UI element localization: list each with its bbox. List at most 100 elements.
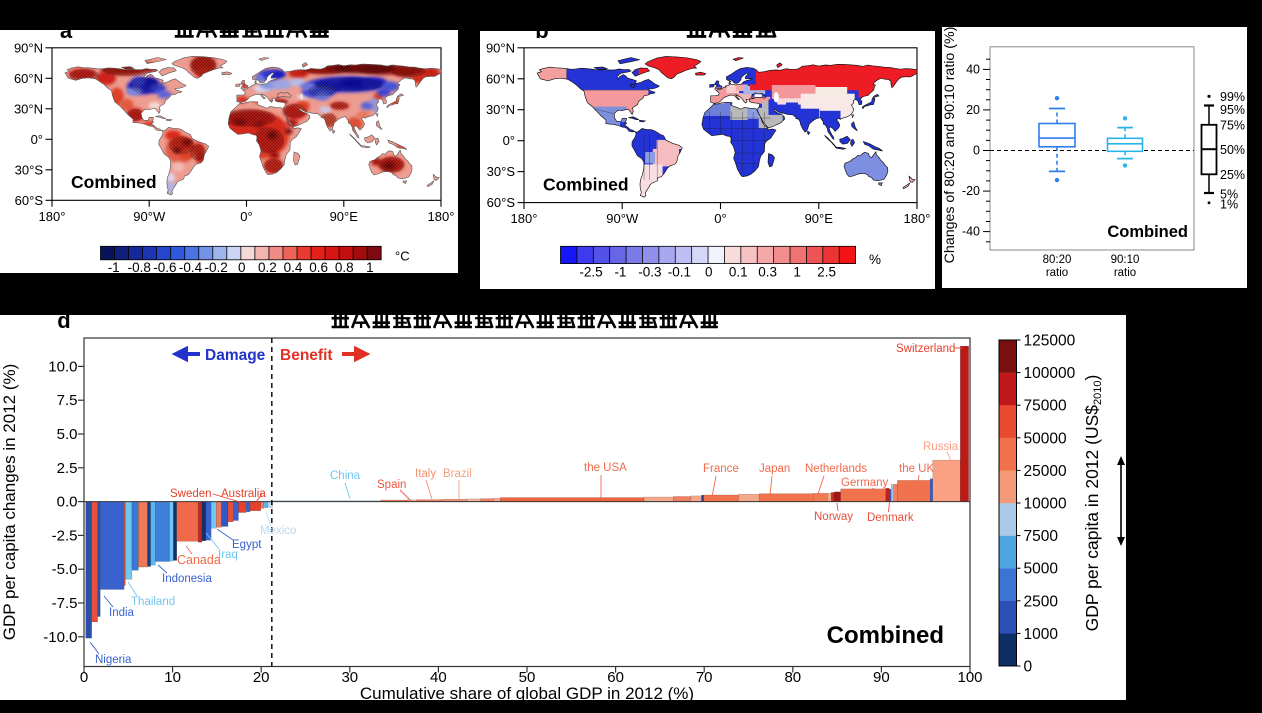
svg-text:Iraq: Iraq	[218, 549, 238, 561]
svg-text:30°S: 30°S	[15, 162, 44, 177]
svg-text:180°: 180°	[39, 209, 66, 224]
svg-text:50000: 50000	[1024, 430, 1067, 447]
svg-text:Russia: Russia	[923, 441, 959, 453]
svg-text:-1: -1	[614, 265, 626, 280]
svg-text:75%: 75%	[1220, 119, 1245, 133]
svg-text:60°N: 60°N	[14, 71, 43, 86]
svg-text:Italy: Italy	[415, 468, 436, 480]
svg-text:-40: -40	[962, 225, 980, 239]
svg-text:Norway: Norway	[814, 511, 853, 523]
svg-text:5000: 5000	[1024, 561, 1059, 578]
svg-text:5%: 5%	[1220, 187, 1238, 201]
svg-text:30°S: 30°S	[487, 164, 516, 179]
svg-text:Cumulative share of global GDP: Cumulative share of global GDP in 2012 (…	[360, 684, 694, 700]
svg-text:60°N: 60°N	[486, 71, 515, 86]
svg-text:80: 80	[784, 669, 801, 686]
svg-text:25000: 25000	[1024, 463, 1067, 480]
svg-text:0°: 0°	[503, 133, 515, 148]
svg-text:Combined: Combined	[543, 175, 629, 195]
svg-text:a: a	[60, 30, 73, 43]
svg-text:Spain: Spain	[377, 479, 406, 491]
svg-text:0: 0	[238, 260, 246, 273]
svg-text:%: %	[869, 252, 881, 267]
svg-text:1%: 1%	[1220, 198, 1238, 212]
svg-text:Benefit: Benefit	[280, 347, 333, 364]
svg-text:95%: 95%	[1220, 103, 1245, 117]
svg-text:20: 20	[966, 103, 980, 117]
svg-text:90°W: 90°W	[133, 209, 166, 224]
svg-text:0: 0	[705, 265, 713, 280]
svg-text:0.3: 0.3	[758, 265, 777, 280]
svg-text:-0.8: -0.8	[128, 260, 151, 273]
svg-text:0°: 0°	[714, 211, 726, 226]
svg-text:the UK: the UK	[899, 463, 934, 475]
svg-text:-0.6: -0.6	[153, 260, 176, 273]
svg-text:Nigeria: Nigeria	[95, 654, 132, 666]
svg-text:ratio: ratio	[1114, 267, 1136, 279]
svg-text:50%: 50%	[1220, 143, 1245, 157]
svg-text:-2.5: -2.5	[52, 527, 78, 544]
svg-text:-10.0: -10.0	[43, 629, 77, 646]
svg-text:90: 90	[873, 669, 890, 686]
svg-text:0.4: 0.4	[284, 260, 303, 273]
svg-text:10000: 10000	[1024, 496, 1067, 513]
svg-text:Combined: Combined	[71, 172, 157, 192]
svg-text:0.6: 0.6	[309, 260, 328, 273]
svg-text:2.5: 2.5	[817, 265, 836, 280]
svg-text:2.5: 2.5	[57, 460, 78, 477]
svg-text:90°N: 90°N	[486, 40, 515, 55]
svg-text:-20: -20	[962, 184, 980, 198]
svg-text:60°S: 60°S	[487, 195, 516, 210]
svg-text:100000: 100000	[1024, 365, 1076, 382]
svg-text:75000: 75000	[1024, 398, 1067, 415]
svg-text:1: 1	[366, 260, 374, 273]
svg-text:-2.5: -2.5	[579, 265, 602, 280]
svg-text:-0.2: -0.2	[205, 260, 228, 273]
svg-text:180°: 180°	[428, 209, 455, 224]
svg-text:90°E: 90°E	[805, 211, 834, 226]
svg-text:0: 0	[80, 669, 88, 686]
svg-text:80:20: 80:20	[1043, 254, 1072, 266]
svg-text:1: 1	[793, 265, 801, 280]
svg-text:5.0: 5.0	[57, 426, 78, 443]
svg-text:25%: 25%	[1220, 168, 1245, 182]
svg-text:Mexico: Mexico	[260, 525, 296, 537]
svg-text:Germany: Germany	[841, 477, 889, 489]
svg-text:Combined: Combined	[1107, 223, 1188, 241]
svg-text:b: b	[535, 31, 548, 43]
svg-text:180°: 180°	[511, 211, 538, 226]
svg-text:0.0: 0.0	[57, 494, 78, 511]
svg-text:France: France	[703, 463, 739, 475]
svg-text:0.1: 0.1	[729, 265, 748, 280]
svg-text:Brazil: Brazil	[443, 468, 472, 480]
svg-text:China: China	[330, 470, 361, 482]
svg-text:d: d	[57, 315, 70, 333]
svg-text:180°: 180°	[904, 211, 931, 226]
svg-text:-1: -1	[108, 260, 120, 273]
svg-text:90:10: 90:10	[1111, 254, 1140, 266]
svg-text:0: 0	[973, 144, 980, 158]
svg-text:0°: 0°	[240, 209, 252, 224]
svg-text:Sweden: Sweden	[170, 488, 212, 500]
svg-text:2500: 2500	[1024, 593, 1059, 610]
svg-text:7.5: 7.5	[57, 392, 78, 409]
svg-text:90°W: 90°W	[606, 211, 639, 226]
svg-text:40: 40	[430, 669, 447, 686]
svg-text:Thailand: Thailand	[131, 596, 175, 608]
svg-text:°C: °C	[395, 249, 410, 264]
svg-text:90°N: 90°N	[14, 40, 43, 55]
svg-text:GDP per capita changes in 2012: GDP per capita changes in 2012 (%)	[0, 364, 19, 641]
svg-text:50: 50	[519, 669, 536, 686]
svg-text:1000: 1000	[1024, 626, 1059, 643]
svg-text:70: 70	[696, 669, 713, 686]
svg-text:Australia: Australia	[221, 488, 266, 500]
svg-text:-0.4: -0.4	[179, 260, 203, 273]
svg-text:0°: 0°	[31, 132, 43, 147]
svg-text:10.0: 10.0	[48, 358, 77, 375]
svg-text:60: 60	[607, 669, 624, 686]
svg-text:the USA: the USA	[584, 462, 627, 474]
svg-text:99%: 99%	[1220, 90, 1245, 104]
svg-text:30: 30	[341, 669, 358, 686]
svg-text:Denmark: Denmark	[867, 512, 914, 524]
svg-text:30°N: 30°N	[486, 102, 515, 117]
